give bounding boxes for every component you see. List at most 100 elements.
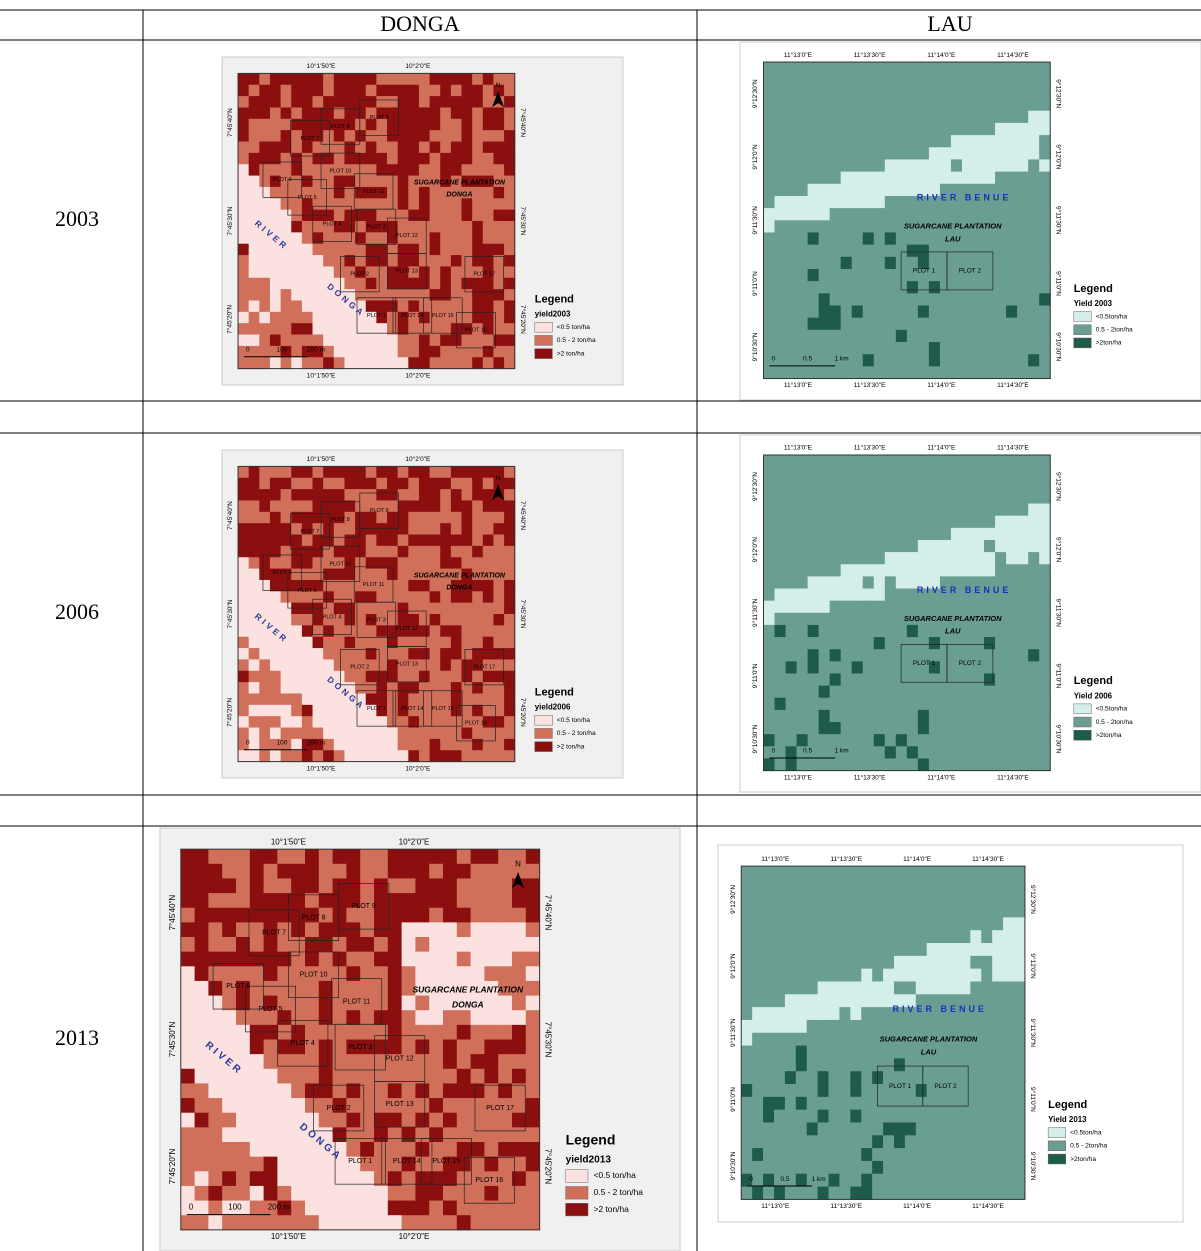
- map-cell: [236, 1098, 250, 1113]
- map-cell: [807, 1046, 818, 1059]
- map-cell: [962, 366, 974, 379]
- map-cell: [775, 196, 787, 209]
- map-cell: [319, 952, 333, 967]
- map-cell: [962, 625, 974, 638]
- map-cell: [829, 917, 840, 930]
- map-cell: [302, 255, 313, 267]
- map-cell: [973, 293, 985, 306]
- map-cell: [959, 879, 970, 892]
- map-cell: [861, 1084, 872, 1097]
- map-cell: [504, 187, 515, 199]
- map-cell: [471, 1098, 485, 1113]
- map-cell: [398, 500, 409, 512]
- map-cell: [415, 1054, 429, 1069]
- map-cell: [905, 943, 916, 956]
- map-cell: [940, 552, 952, 565]
- map-cell: [819, 661, 831, 674]
- map-cell: [764, 673, 776, 686]
- map-cell: [839, 866, 850, 879]
- map-cell: [443, 1186, 457, 1201]
- map-cell: [302, 716, 313, 728]
- map-cell: [775, 552, 787, 565]
- map-cell: [949, 1020, 960, 1033]
- map-cell: [839, 1161, 850, 1174]
- map-cell: [208, 1113, 222, 1128]
- map-cell: [808, 342, 820, 355]
- map-cell: [1028, 99, 1040, 112]
- legend-field: yield2003: [535, 310, 571, 319]
- map-cell: [1006, 172, 1018, 185]
- map-cell: [807, 1187, 818, 1200]
- map-cell: [259, 96, 270, 108]
- map-cell: [387, 478, 398, 490]
- map-cell: [874, 354, 886, 367]
- map-cell: [374, 1215, 388, 1230]
- map-cell: [885, 257, 897, 270]
- map-cell: [313, 73, 324, 85]
- map-cell: [302, 85, 313, 97]
- map-cell: [995, 528, 1007, 541]
- map-cell: [504, 130, 515, 142]
- map-cell: [408, 478, 419, 490]
- map-cell: [344, 466, 355, 478]
- plot-label: PLOT 13: [396, 269, 418, 275]
- map-cell: [973, 232, 985, 245]
- map-cell: [981, 1148, 992, 1161]
- map-cell: [896, 245, 908, 258]
- map-cell: [929, 232, 941, 245]
- map-cell: [984, 746, 996, 759]
- map-cell: [526, 952, 540, 967]
- map-cell: [181, 1069, 195, 1084]
- map-cell: [249, 750, 260, 762]
- map-cell: [302, 705, 313, 717]
- plot-label: PLOT 3: [367, 617, 386, 623]
- map-cell: [472, 96, 483, 108]
- map-cell: [959, 930, 970, 943]
- map-cell: [984, 111, 996, 124]
- map-cell: [940, 637, 952, 650]
- legend-swatch: [1048, 1154, 1066, 1164]
- map-cell: [861, 1046, 872, 1059]
- map-cell: [483, 682, 494, 694]
- map-cell: [861, 1110, 872, 1123]
- plot-label: PLOT 8: [331, 517, 350, 523]
- map-cell: [894, 969, 905, 982]
- map-cell: [259, 659, 270, 671]
- scale-label: 100: [276, 740, 287, 747]
- map-cell: [270, 546, 281, 558]
- map-cell: [839, 981, 850, 994]
- map-cell: [883, 1161, 894, 1174]
- map-cell: [313, 255, 324, 267]
- map-cell: [249, 164, 260, 176]
- map-cell: [376, 198, 387, 210]
- map-cell: [951, 62, 963, 75]
- map-cell: [249, 671, 260, 683]
- map-cell: [841, 123, 853, 136]
- map-cell: [270, 728, 281, 740]
- map-cell: [238, 716, 249, 728]
- map-cell: [249, 500, 260, 512]
- coordinate-label: 9°11'30"N: [751, 206, 759, 235]
- map-cell: [291, 750, 302, 762]
- map-cell: [281, 119, 292, 131]
- map-cell: [1028, 159, 1040, 172]
- map-cell: [472, 682, 483, 694]
- map-cell: [938, 981, 949, 994]
- map-cell: [808, 601, 820, 614]
- map-cell: [281, 523, 292, 535]
- map-cell: [430, 557, 441, 569]
- map-cell: [344, 346, 355, 358]
- map-cell: [863, 649, 875, 662]
- map-cell: [504, 728, 515, 740]
- map-cell: [493, 232, 504, 244]
- map-cell: [430, 119, 441, 131]
- map-cell: [918, 516, 930, 529]
- map-cell: [863, 62, 875, 75]
- map-cell: [305, 1083, 319, 1098]
- map-cell: [973, 147, 985, 160]
- map-cell: [493, 153, 504, 165]
- map-cell: [951, 734, 963, 747]
- map-cell: [387, 671, 398, 683]
- map-cell: [973, 86, 985, 99]
- map-cell: [281, 96, 292, 108]
